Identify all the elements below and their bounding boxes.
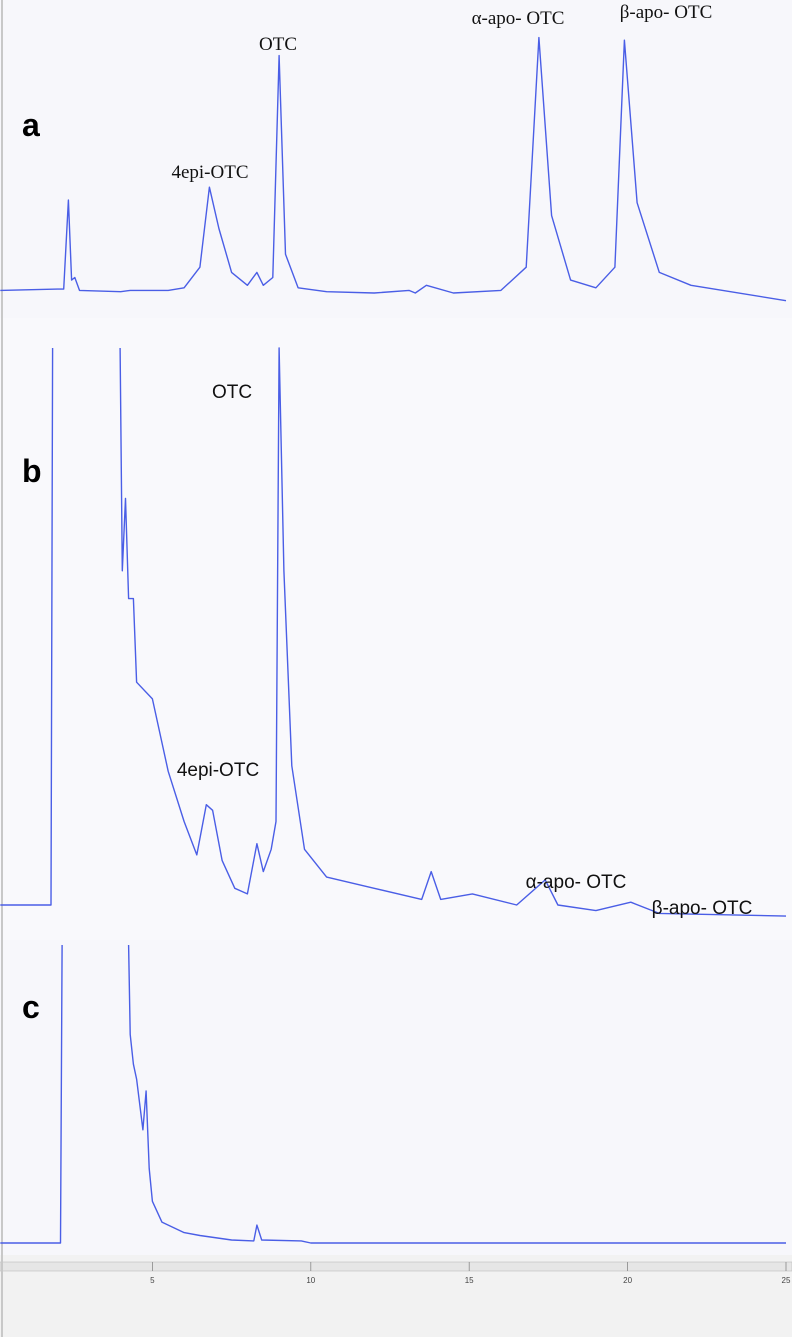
- peak-label: OTC: [212, 382, 252, 403]
- peak-label: β-apo- OTC: [652, 898, 753, 919]
- x-tick-label: 10: [306, 1276, 315, 1285]
- panel-letter: a: [22, 107, 40, 143]
- peak-label: β-apo- OTC: [620, 2, 713, 23]
- peak-label: α-apo- OTC: [526, 872, 627, 893]
- x-tick-label: 25: [782, 1276, 791, 1285]
- peak-label: 4epi-OTC: [171, 162, 248, 183]
- trace: [0, 36, 787, 302]
- trace: [0, 944, 786, 1244]
- peak-label: α-apo- OTC: [472, 8, 565, 29]
- panel-background: [0, 318, 792, 940]
- peak-label: OTC: [259, 34, 297, 55]
- panel-background: [0, 0, 792, 318]
- x-tick-label: 5: [150, 1276, 155, 1285]
- trace: [0, 347, 787, 917]
- x-tick-label: 15: [465, 1276, 474, 1285]
- panel-letter: c: [22, 989, 40, 1025]
- panel-letter: b: [22, 453, 42, 489]
- x-tick-label: 20: [623, 1276, 632, 1285]
- peak-label: 4epi-OTC: [177, 760, 259, 781]
- panel-background: [0, 940, 792, 1255]
- ruler: [0, 1261, 792, 1272]
